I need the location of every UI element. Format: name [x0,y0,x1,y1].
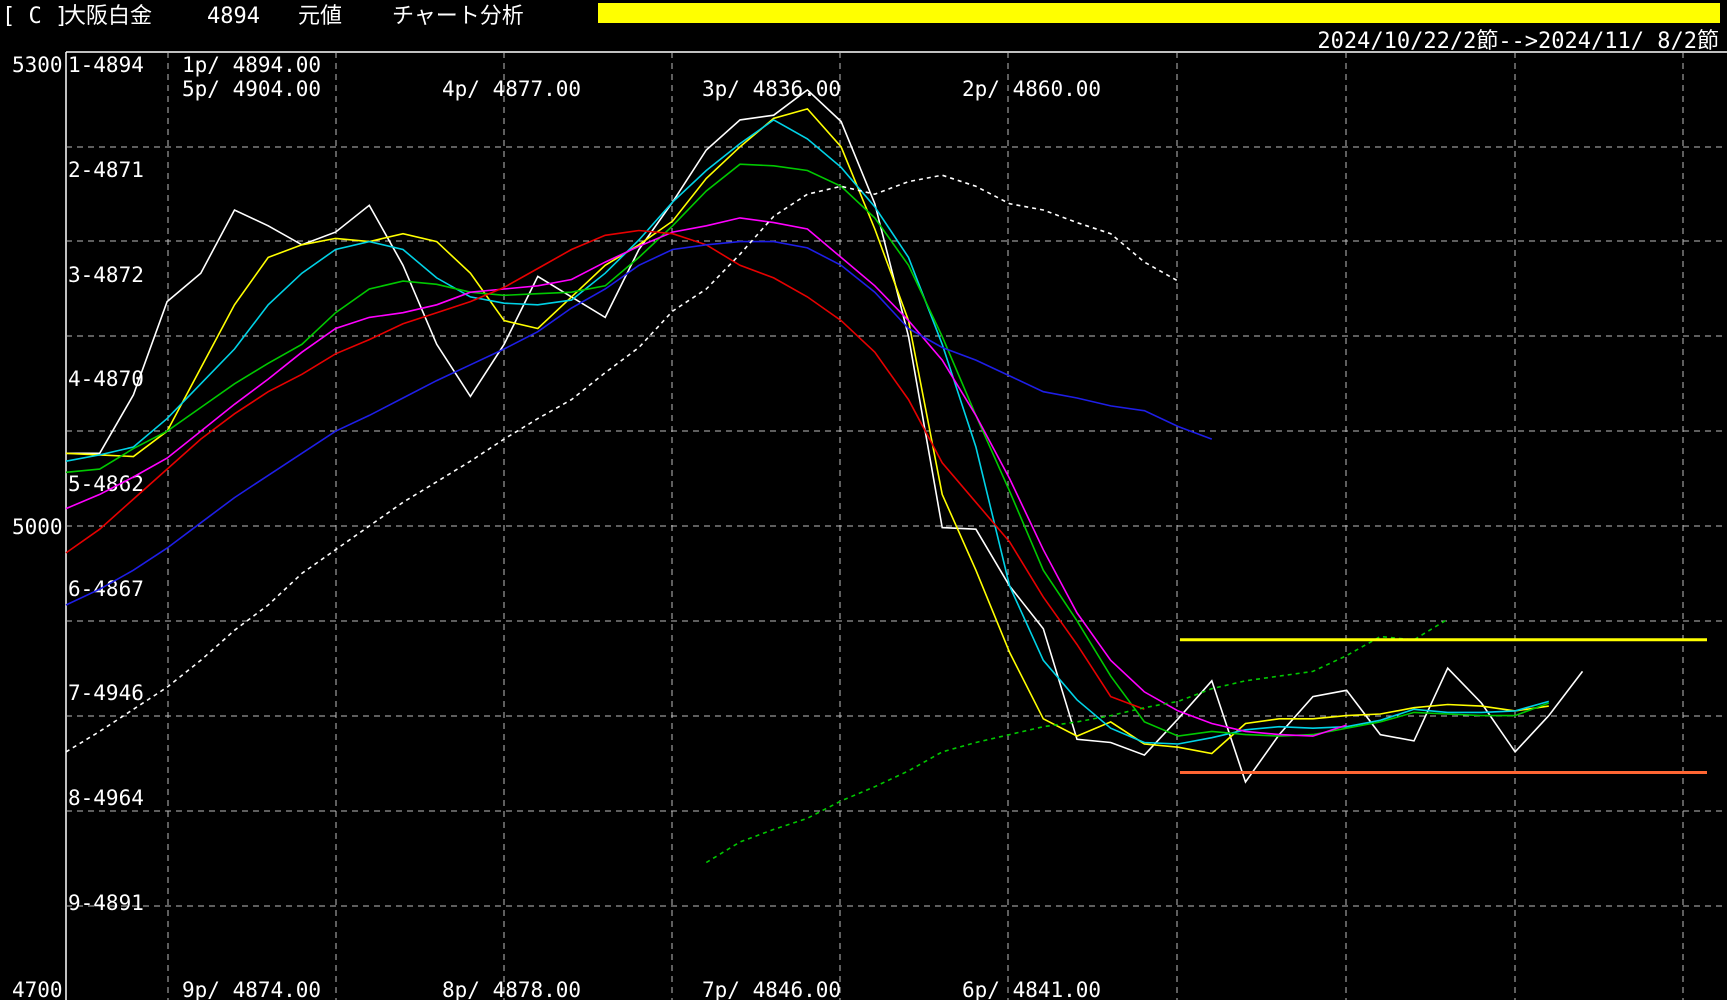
price-label-6p: 6p/ 4841.00 [962,978,1101,1000]
bottom-price-labels: 9p/ 4874.00 8p/ 4878.00 7p/ 4846.00 6p/ … [182,978,1101,1000]
board-label-6: 6-4867 [68,577,144,601]
series-line-1 [66,88,1584,784]
board-label-2: 2-4871 [68,158,144,182]
header-price: 4894 [207,4,260,29]
series-line-5 [65,217,1347,737]
board-labels: 1-4894 2-4871 3-4872 4-4870 5-4862 6-486… [68,53,144,915]
board-label-7: 7-4946 [68,681,144,705]
price-label-9p: 9p/ 4874.00 [182,978,321,1000]
price-label-4p: 4p/ 4877.00 [442,77,581,101]
board-label-5: 5-4862 [68,472,144,496]
series-line-3 [65,118,1550,745]
y-axis-label-top: 5300 [12,53,63,77]
price-label-1p: 1p/ 4894.00 [182,53,321,77]
series-line-9 [705,618,1449,864]
header-highlight-bar [598,3,1720,23]
series-line-6 [65,229,1145,711]
price-label-3p: 3p/ 4836.00 [702,77,841,101]
series-line-8 [65,174,1179,753]
board-label-4: 4-4870 [68,367,144,391]
price-label-7p: 7p/ 4846.00 [702,978,841,1000]
header-mode: 元値 [298,4,342,29]
date-range-label: 2024/10/22/2節-->2024/11/ 8/2節 [1317,29,1719,54]
y-axis-label-mid: 5000 [12,515,63,539]
series-line-7 [65,240,1213,606]
series-line-2 [65,107,1549,755]
board-label-1: 1-4894 [68,53,144,77]
header-tool: チャート分析 [392,4,524,29]
board-label-9: 9-4891 [68,891,144,915]
price-label-5p: 5p/ 4904.00 [182,77,321,101]
series-layer [65,88,1707,864]
horizontal-gridlines [66,146,1727,907]
header-instrument: 大阪白金 [64,4,152,29]
price-label-8p: 8p/ 4878.00 [442,978,581,1000]
board-label-3: 3-4872 [68,263,144,287]
board-label-8: 8-4964 [68,786,144,810]
price-label-2p: 2p/ 4860.00 [962,77,1101,101]
header-tag: [ C ] [2,4,68,29]
top-price-labels: 1p/ 4894.00 5p/ 4904.00 4p/ 4877.00 3p/ … [182,53,1101,101]
y-axis-label-bottom: 4700 [12,978,63,1000]
